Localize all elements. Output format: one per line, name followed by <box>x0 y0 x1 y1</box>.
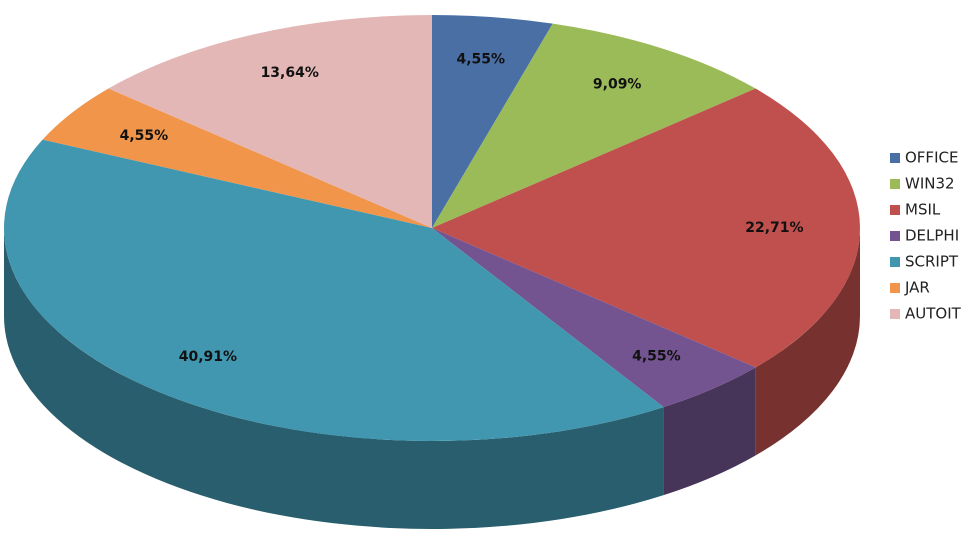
legend-swatch <box>890 283 900 293</box>
value-label: 22,71% <box>745 220 803 236</box>
value-label: 4,55% <box>456 51 505 67</box>
legend-label: OFFICE <box>905 149 958 167</box>
legend-swatch <box>890 257 900 267</box>
slice <box>432 15 553 228</box>
legend-swatch <box>890 309 900 319</box>
slice-side <box>4 228 664 529</box>
legend-label: WIN32 <box>905 175 955 193</box>
legend-label: DELPHI <box>905 227 959 245</box>
legend-label: AUTOIT <box>905 305 962 323</box>
value-label: 40,91% <box>179 349 237 365</box>
slice <box>42 88 433 228</box>
value-label: 4,55% <box>120 128 169 144</box>
legend-label: JAR <box>904 279 930 297</box>
slice <box>432 23 756 229</box>
value-label: 9,09% <box>593 77 642 93</box>
slice <box>4 139 664 441</box>
legend-label: MSIL <box>905 201 941 219</box>
slice <box>108 15 432 228</box>
value-label: 13,64% <box>261 65 319 81</box>
slice-side <box>663 367 756 496</box>
legend-label: SCRIPT <box>905 253 959 271</box>
legend-swatch <box>890 205 900 215</box>
legend-swatch <box>890 153 900 163</box>
legend-swatch <box>890 179 900 189</box>
slice-side <box>755 228 860 456</box>
legend-swatch <box>890 231 900 241</box>
value-label: 4,55% <box>632 349 681 365</box>
slice <box>432 228 756 408</box>
slice <box>432 88 860 368</box>
